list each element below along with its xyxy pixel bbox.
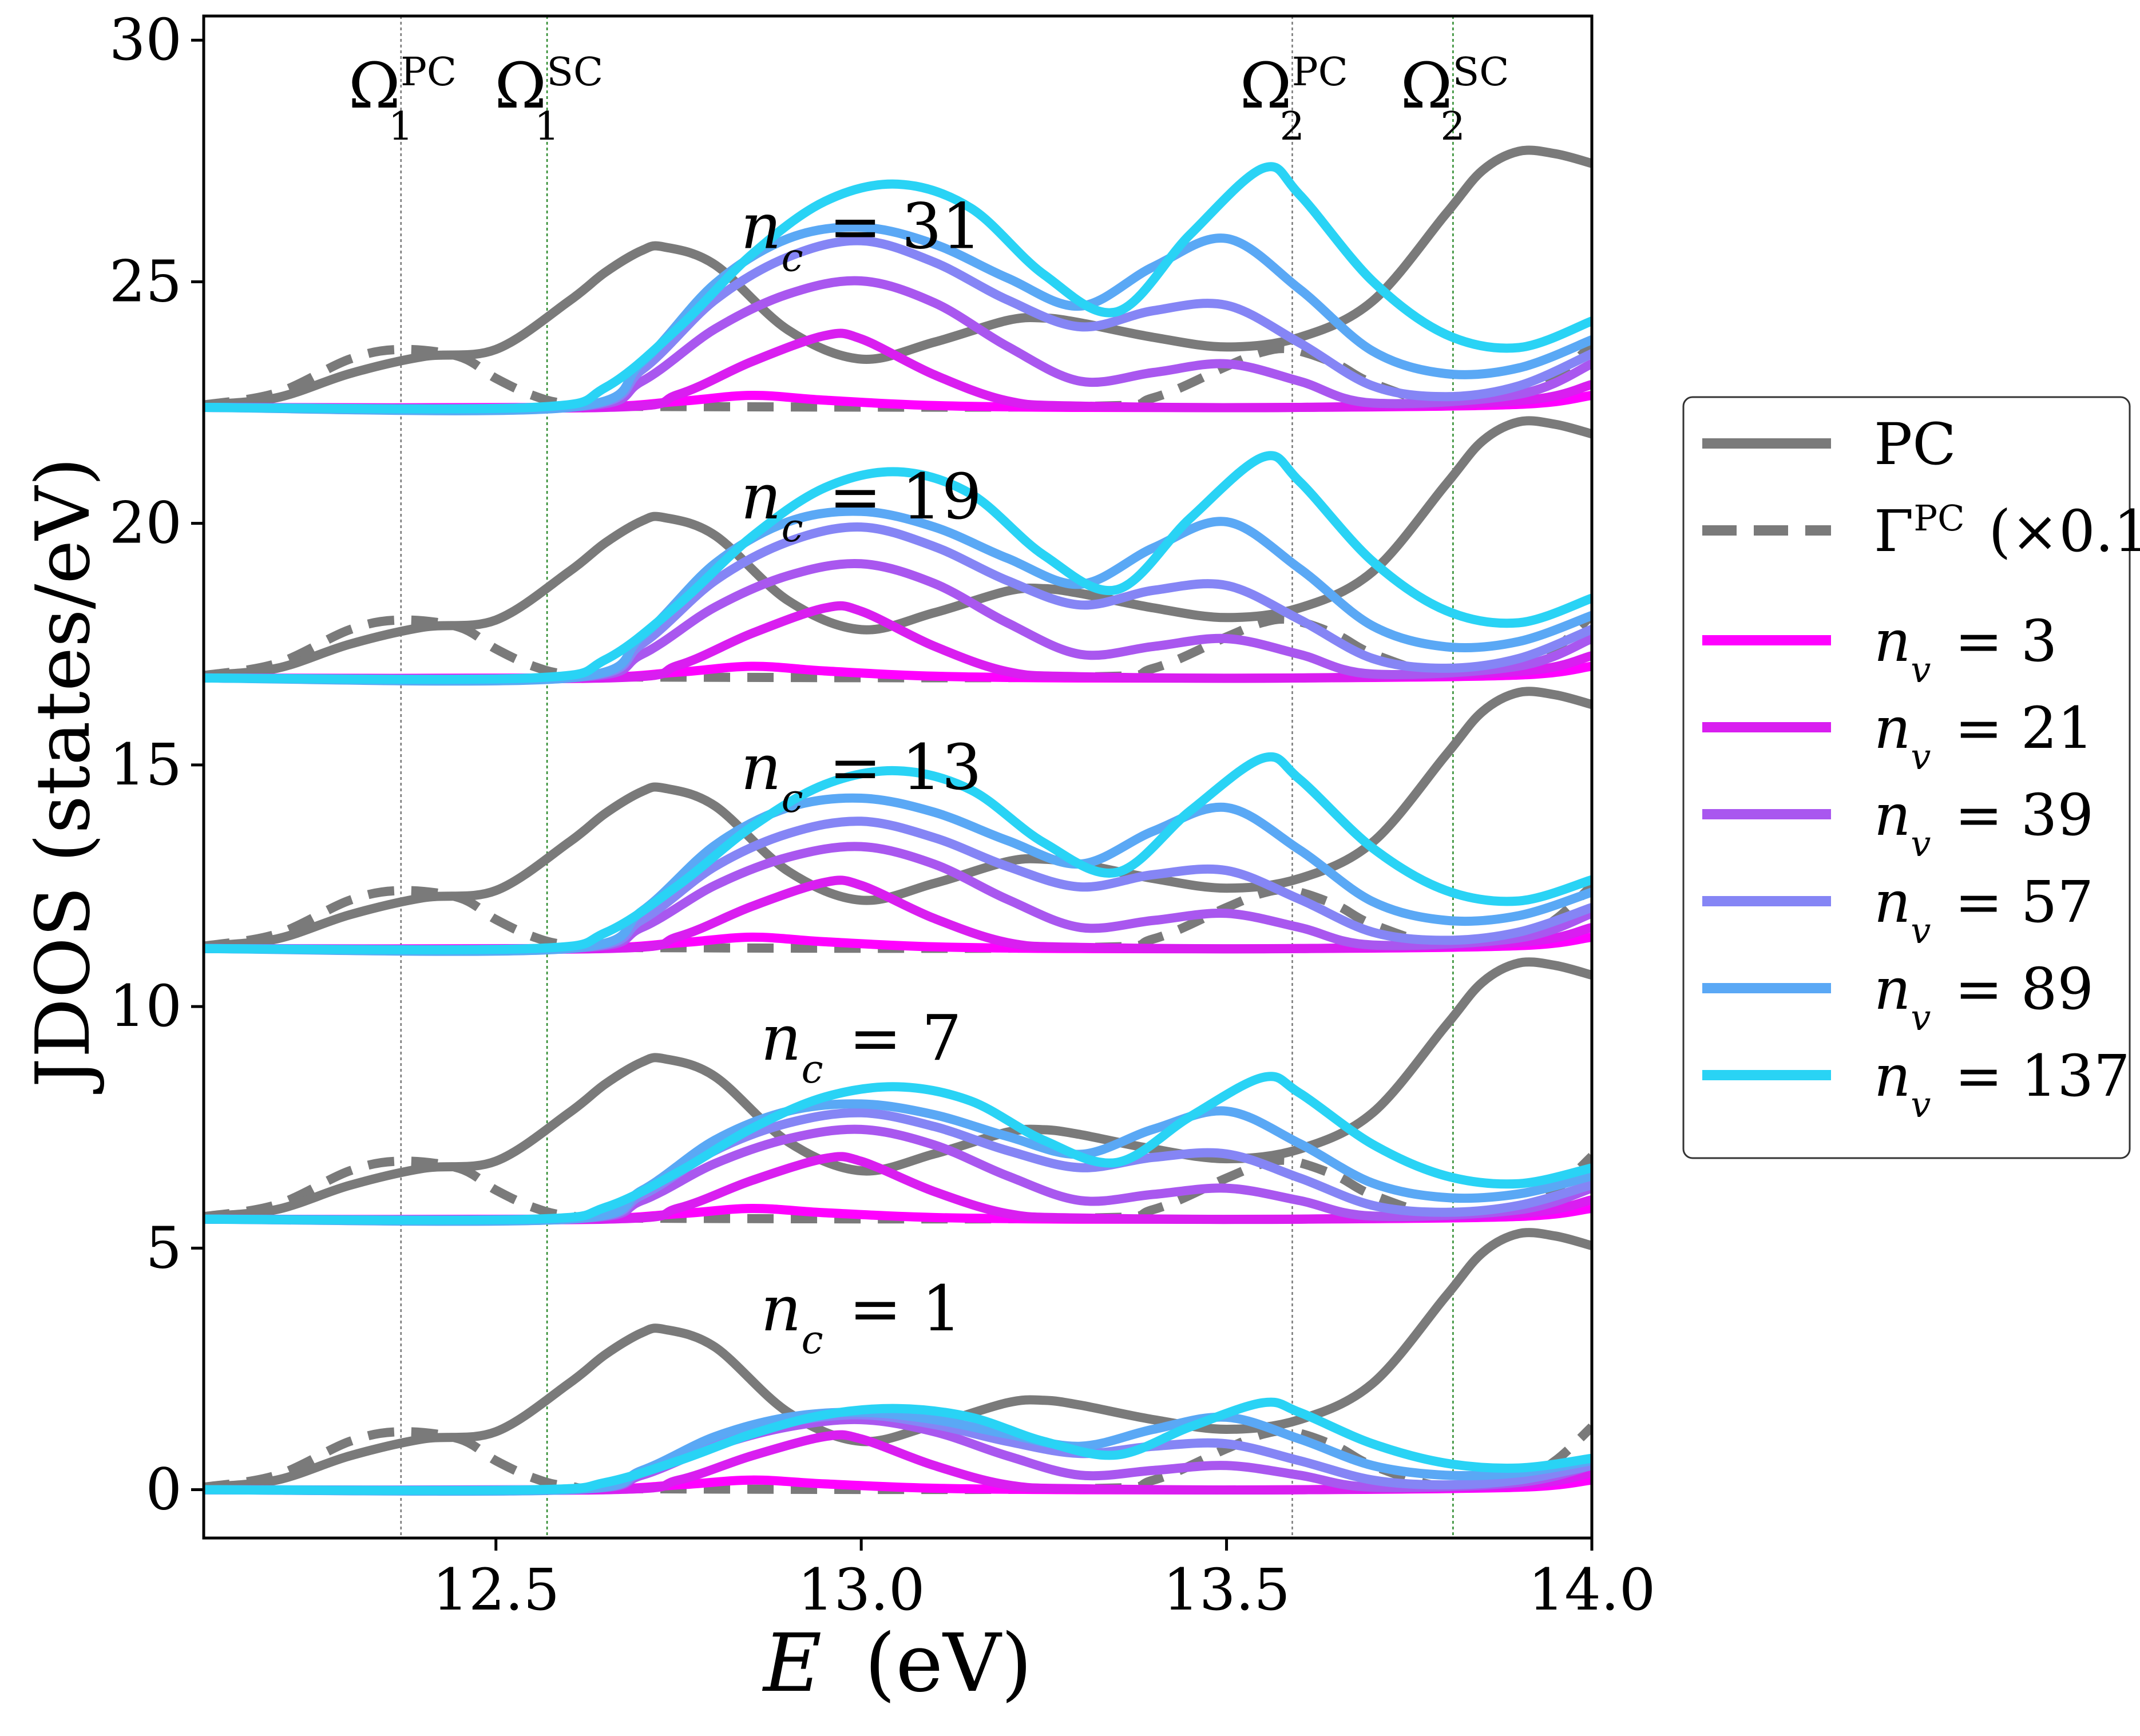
- vline-label-sub-3: 2: [1279, 104, 1304, 149]
- nv-series-5-group-0: [204, 1397, 1592, 1495]
- group-nc-0: [204, 1228, 1592, 1496]
- legend-label-0: PC: [1874, 411, 1956, 478]
- vline-label-sub-1: 1: [389, 104, 413, 149]
- nv-series-4-group-2: [204, 793, 1592, 956]
- x-axis-label-symbol: E: [762, 1617, 822, 1710]
- x-axis-ticks: 12.5 13.0 13.5 14.0: [432, 1538, 1655, 1623]
- nv-series-1-group-4: [204, 328, 1592, 413]
- x-axis-label: E (eV): [762, 1617, 1032, 1710]
- group-label-1: nc = 7: [761, 1001, 962, 1092]
- y-axis-label: JDOS (states/eV): [19, 457, 106, 1094]
- x-tick-label-2: 13.5: [1163, 1556, 1290, 1623]
- nv-series-5-group-1: [204, 1072, 1592, 1225]
- legend-label-7: nv = 137: [1874, 1043, 2130, 1125]
- legend-label-6: nv = 89: [1874, 956, 2094, 1039]
- pc-curve-4: [204, 145, 1592, 410]
- vline-label-3: ΩPC: [1239, 49, 1348, 122]
- x-tick-label-0: 12.5: [432, 1556, 560, 1623]
- y-tick-label-5: 25: [109, 248, 182, 315]
- y-tick-label-3: 15: [109, 731, 182, 798]
- pc-curve-1: [204, 957, 1592, 1222]
- vline-label-1: ΩPC: [348, 49, 457, 122]
- y-tick-label-6: 30: [109, 6, 182, 73]
- vline-label-sub-4: 2: [1440, 104, 1465, 149]
- legend-label-5: nv = 57: [1874, 869, 2094, 952]
- nv-series-4-group-4: [204, 222, 1592, 415]
- y-tick-label-0: 0: [145, 1456, 182, 1523]
- group-label-3: nc = 19: [741, 460, 982, 551]
- group-nc-4: [204, 145, 1592, 415]
- legend-label-4: nv = 39: [1874, 782, 2094, 865]
- group-label-4: nc = 31: [741, 189, 982, 280]
- legend-frame: [1682, 396, 2131, 1159]
- vline-label-2: ΩSC: [494, 49, 603, 122]
- series-group: [204, 145, 1592, 1496]
- x-tick-label-3: 14.0: [1528, 1556, 1656, 1623]
- nv-series-5-group-2: [204, 752, 1592, 954]
- group-nc-2: [204, 687, 1592, 956]
- group-label-2: nc = 13: [741, 731, 982, 822]
- nv-series-4-group-3: [204, 506, 1592, 686]
- group-label-0: nc = 1: [761, 1272, 962, 1363]
- plot-frame: [202, 14, 1594, 1540]
- nv-series-5-group-4: [204, 162, 1592, 414]
- vline-label-sub-2: 1: [534, 104, 559, 149]
- nv-series-1-group-1: [204, 1152, 1592, 1225]
- legend-label-1: ΓPC (×0.1): [1874, 497, 2140, 565]
- nv-series-1-group-3: [204, 601, 1592, 684]
- legend-label-2: nv = 3: [1874, 608, 2057, 691]
- y-axis-ticks: 0 5 10 15 20 25 30: [109, 6, 204, 1523]
- nv-series-4-group-1: [204, 1099, 1592, 1226]
- vline-label-4: ΩSC: [1400, 49, 1509, 122]
- group-nc-1: [204, 957, 1592, 1226]
- x-axis-label-unit: (eV): [865, 1617, 1032, 1710]
- group-nc-3: [204, 416, 1592, 686]
- y-tick-label-2: 10: [109, 973, 182, 1040]
- legend-label-3: nv = 21: [1874, 695, 2094, 778]
- pc-curve-3: [204, 416, 1592, 680]
- y-tick-label-1: 5: [145, 1214, 182, 1281]
- nv-series-1-group-2: [204, 875, 1592, 954]
- y-tick-label-4: 20: [109, 490, 182, 557]
- x-tick-label-1: 13.0: [798, 1556, 925, 1623]
- pc-curve-2: [204, 687, 1592, 951]
- nv-series-5-group-3: [204, 451, 1592, 684]
